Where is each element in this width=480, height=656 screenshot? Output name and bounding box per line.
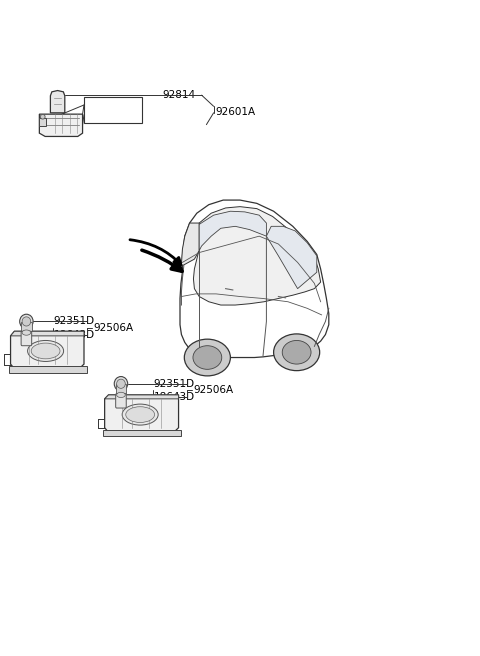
Text: 92620: 92620 <box>96 105 129 115</box>
Ellipse shape <box>31 343 60 359</box>
Polygon shape <box>39 118 46 126</box>
Polygon shape <box>180 200 329 358</box>
Text: 92351D: 92351D <box>54 316 95 327</box>
Polygon shape <box>11 331 84 336</box>
Polygon shape <box>105 395 179 399</box>
Polygon shape <box>181 223 199 266</box>
FancyBboxPatch shape <box>21 331 32 346</box>
Ellipse shape <box>22 330 31 335</box>
FancyBboxPatch shape <box>103 430 181 436</box>
Text: 92506A: 92506A <box>193 385 233 396</box>
Ellipse shape <box>126 407 155 422</box>
Polygon shape <box>105 395 179 432</box>
Text: 92415: 92415 <box>33 364 66 375</box>
Ellipse shape <box>184 339 230 376</box>
Ellipse shape <box>20 314 33 329</box>
Ellipse shape <box>40 114 45 119</box>
Polygon shape <box>266 226 317 289</box>
Ellipse shape <box>282 340 311 364</box>
Text: 18643D: 18643D <box>154 392 195 402</box>
Ellipse shape <box>117 379 125 388</box>
Ellipse shape <box>193 346 222 369</box>
Text: 92814: 92814 <box>162 90 195 100</box>
FancyBboxPatch shape <box>21 322 32 331</box>
Polygon shape <box>193 207 321 305</box>
Ellipse shape <box>27 340 63 361</box>
FancyBboxPatch shape <box>84 97 142 123</box>
FancyBboxPatch shape <box>9 366 87 373</box>
Ellipse shape <box>122 404 158 425</box>
Ellipse shape <box>274 334 320 371</box>
Text: 92351D: 92351D <box>154 379 195 389</box>
Ellipse shape <box>22 317 31 326</box>
Text: 92601A: 92601A <box>215 106 255 117</box>
FancyBboxPatch shape <box>116 384 126 394</box>
FancyArrowPatch shape <box>130 239 181 264</box>
Text: 92506A: 92506A <box>94 323 134 333</box>
Text: 18643D: 18643D <box>54 329 95 340</box>
Polygon shape <box>39 114 83 136</box>
Polygon shape <box>199 211 266 251</box>
Text: 18645B: 18645B <box>84 100 124 110</box>
Ellipse shape <box>114 377 128 391</box>
Text: 92415: 92415 <box>127 427 160 438</box>
Polygon shape <box>50 91 65 113</box>
Polygon shape <box>11 331 84 369</box>
Ellipse shape <box>117 392 125 398</box>
FancyBboxPatch shape <box>116 394 126 408</box>
